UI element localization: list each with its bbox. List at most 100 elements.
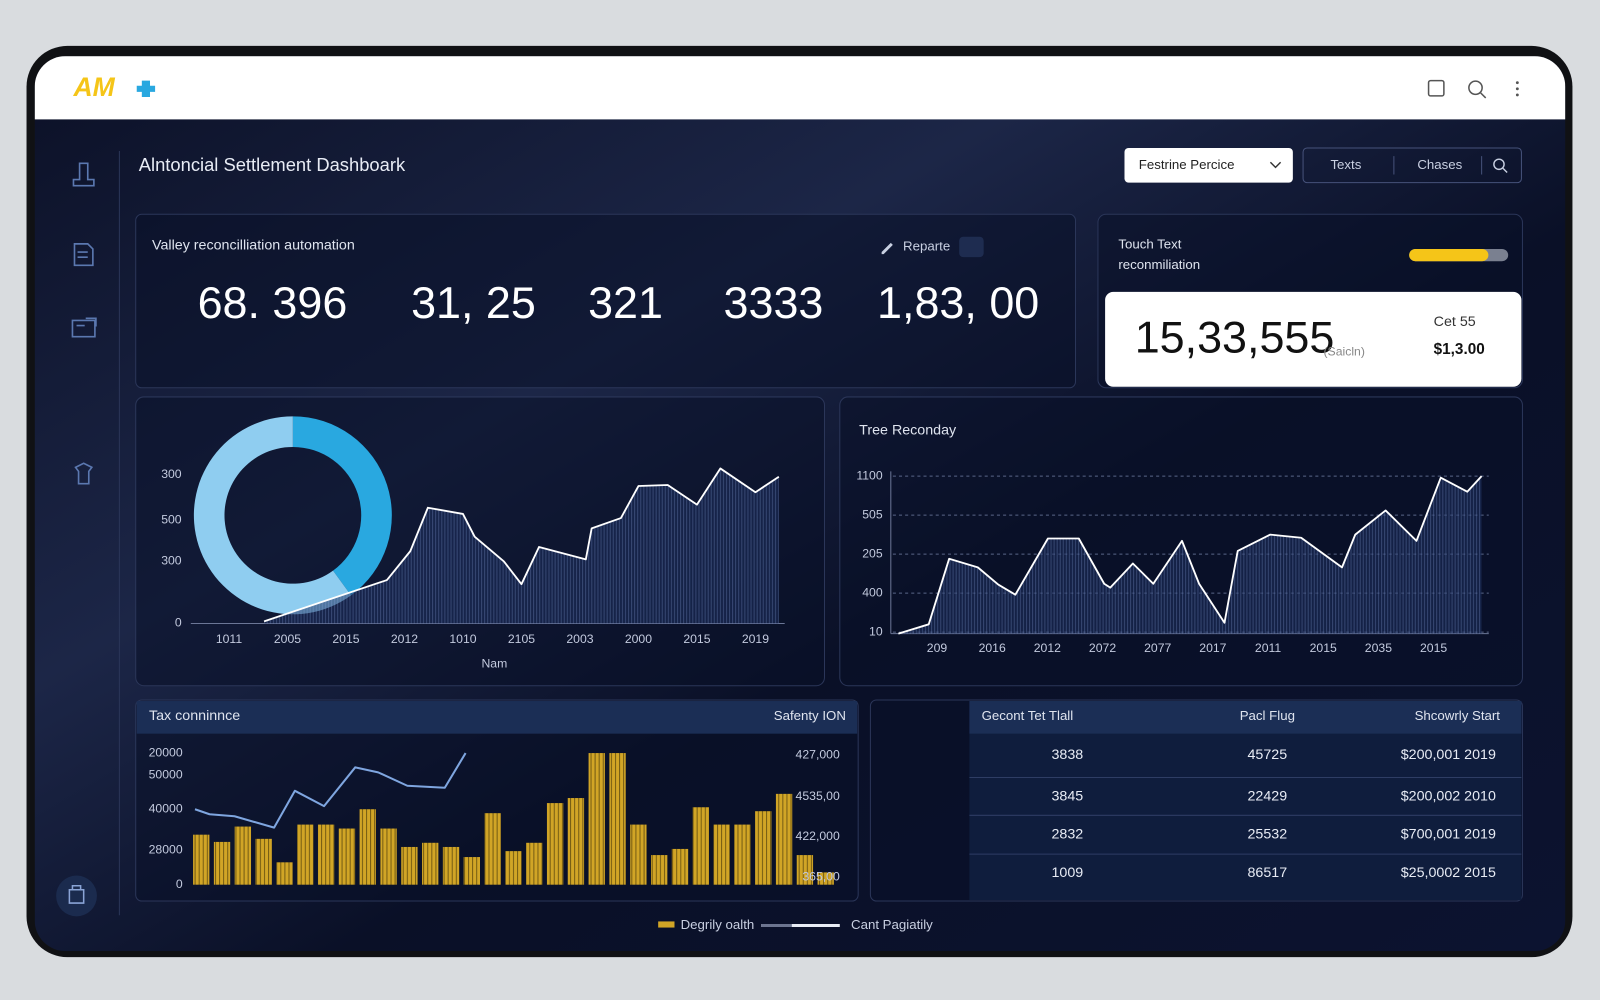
icon-search[interactable] <box>1468 80 1483 96</box>
y-tick-label: 1100 <box>856 468 883 482</box>
column-header: Shcowrly Start <box>1415 708 1501 723</box>
summary-note: (Saicln) <box>1323 344 1364 358</box>
bar <box>359 809 376 885</box>
dropdown-label: Festrine Percice <box>1139 157 1235 172</box>
summary-value: 15,33,555 <box>1135 312 1335 363</box>
y-tick-label: 505 <box>862 507 883 521</box>
column-header: Gecont Tet Tlall <box>982 708 1074 723</box>
button[interactable]: Chases <box>1417 157 1462 172</box>
search-handle <box>1502 167 1508 173</box>
cell: $200,001 2019 <box>1401 747 1496 763</box>
summary-side-value: $1,3.00 <box>1434 341 1485 358</box>
cell: 2832 <box>1051 826 1083 842</box>
bar <box>630 824 647 885</box>
user-button[interactable] <box>56 875 97 917</box>
search-button[interactable] <box>1493 158 1505 171</box>
x-tick-label: 2015 <box>1310 641 1337 655</box>
legend-swatch <box>658 921 675 928</box>
cell: 25532 <box>1248 826 1288 842</box>
bar <box>422 842 439 885</box>
bar <box>671 848 689 885</box>
x-tick-label: 2017 <box>1199 641 1226 655</box>
y2-tick-label: 365,00 <box>802 870 840 884</box>
cell: $700,001 2019 <box>1401 826 1496 842</box>
sidebar-icons <box>71 162 97 485</box>
nav-icon[interactable] <box>73 243 94 267</box>
bar <box>713 824 730 885</box>
nav-icon[interactable] <box>72 162 95 187</box>
x-tick-label: 2012 <box>391 632 418 646</box>
bar <box>442 846 460 885</box>
y-tick-label: 10 <box>869 624 883 638</box>
cell: 3845 <box>1051 789 1083 805</box>
column-header: Pacl Flug <box>1240 708 1295 723</box>
y-tick-label: 28000 <box>149 842 183 856</box>
bar <box>484 813 501 885</box>
panel-header <box>136 701 858 734</box>
bar <box>276 862 293 885</box>
icon-menu[interactable] <box>1515 81 1519 97</box>
x-tick-label: 2003 <box>566 632 593 646</box>
kpi-action[interactable]: Reparte <box>903 238 950 253</box>
y-tick-label: 500 <box>161 512 182 526</box>
button[interactable]: Texts <box>1330 157 1361 172</box>
y2-tick-label: 427,000 <box>796 747 840 761</box>
bar <box>234 826 252 885</box>
cell: 86517 <box>1248 865 1288 881</box>
bar <box>609 753 626 885</box>
y-tick-label: 300 <box>161 467 182 481</box>
kpi-title: Valley reconcilliation automation <box>152 238 355 254</box>
bar <box>338 828 356 885</box>
icon-share[interactable] <box>1427 79 1445 97</box>
dropdown[interactable] <box>1124 147 1293 183</box>
x-tick-label: 2015 <box>332 632 359 646</box>
table-body <box>969 701 1522 900</box>
x-axis-label: Nam <box>481 657 507 671</box>
line <box>263 467 780 623</box>
bar <box>380 828 397 885</box>
chart-title: Tax conninnce <box>149 708 240 724</box>
nav-icon[interactable] <box>71 317 97 338</box>
x-tick-label: 209 <box>927 641 948 655</box>
x-tick-label: 1010 <box>449 632 476 646</box>
bar <box>651 855 668 885</box>
bar <box>796 855 814 885</box>
bar <box>297 824 314 885</box>
bar <box>817 872 834 885</box>
nav-icon[interactable] <box>74 462 94 485</box>
kpi-value: 1,83, 00 <box>877 277 1039 328</box>
cell: 1009 <box>1051 865 1083 881</box>
kpi-value: 321 <box>588 277 663 328</box>
x-tick-label: 2015 <box>683 632 710 646</box>
user-icon <box>68 884 85 904</box>
pencil-icon <box>881 242 893 255</box>
bar <box>775 793 793 885</box>
summary-card <box>1105 291 1522 387</box>
bar <box>401 846 418 885</box>
y-tick-label: 400 <box>862 585 883 599</box>
bar <box>193 834 210 885</box>
legend-label: Degrily oalth <box>681 917 755 932</box>
summary-title: Touch Text <box>1118 236 1181 251</box>
bar <box>692 807 709 885</box>
cell: 45725 <box>1248 747 1288 763</box>
y2-tick-label: 4535,00 <box>796 789 840 803</box>
bar <box>588 753 605 885</box>
y-tick-label: 20000 <box>149 745 183 759</box>
y-tick-label: 0 <box>175 616 182 630</box>
bar <box>255 838 272 885</box>
summary-side-label: Cet 55 <box>1434 314 1476 330</box>
area-fill <box>898 476 1482 634</box>
bar <box>463 857 480 885</box>
bar <box>526 842 543 885</box>
icon-search-handle <box>1480 92 1487 99</box>
y2-tick-label: 422,000 <box>796 829 840 843</box>
x-tick-label: 2035 <box>1365 641 1392 655</box>
kpi-value: 68. 396 <box>198 277 348 328</box>
y-tick-label: 0 <box>176 877 183 891</box>
kpi-value: 31, 25 <box>411 277 536 328</box>
cell: $25,0002 2015 <box>1401 865 1496 881</box>
x-tick-label: 2012 <box>1034 641 1061 655</box>
bar <box>317 824 335 885</box>
